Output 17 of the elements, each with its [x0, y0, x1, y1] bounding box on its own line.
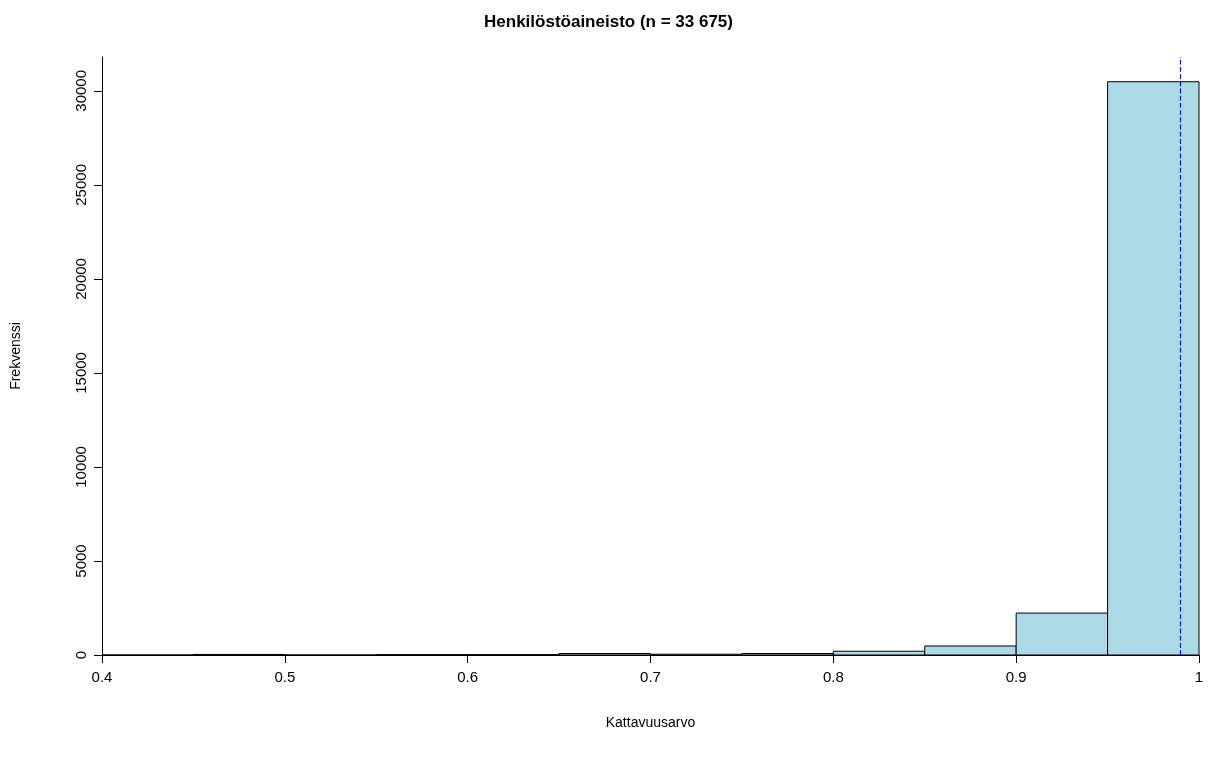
y-tick-label: 30000 — [72, 69, 89, 112]
y-axis-title: Frekvenssi — [7, 322, 23, 390]
y-tick-label: 0 — [72, 650, 89, 660]
x-tick-label: 0.8 — [822, 668, 844, 685]
y-tick-label: 10000 — [72, 446, 89, 488]
y-tick-label: 20000 — [72, 258, 89, 300]
x-tick-label: 0.6 — [457, 668, 479, 685]
x-tick-label: 0.7 — [640, 668, 661, 685]
x-tick-label: 1 — [1194, 668, 1204, 685]
x-tick-label: 0.5 — [274, 668, 296, 685]
x-tick-label: 0.4 — [91, 668, 113, 685]
x-axis-title: Kattavuusarvo — [605, 714, 696, 730]
x-tick-label: 0.9 — [1005, 668, 1027, 685]
y-tick-label: 15000 — [72, 352, 89, 394]
chart-title: Henkilöstöaineisto (n = 33 675) — [484, 12, 733, 31]
y-tick-label: 25000 — [72, 164, 89, 206]
y-tick-label: 5000 — [72, 544, 89, 578]
